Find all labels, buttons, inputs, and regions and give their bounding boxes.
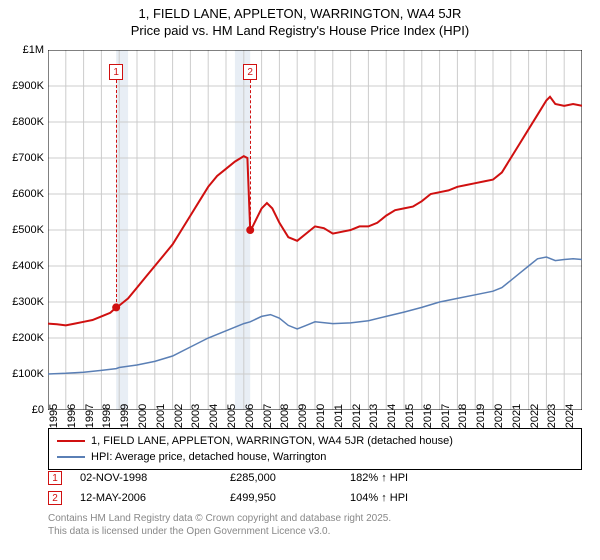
y-tick-label: £800K (4, 116, 44, 128)
x-tick-label: 2006 (244, 404, 256, 428)
x-tick-label: 2008 (279, 404, 291, 428)
transaction-date: 02-NOV-1998 (80, 472, 230, 484)
x-tick-label: 2013 (368, 404, 380, 428)
x-tick-label: 1999 (119, 404, 131, 428)
x-tick-label: 2023 (546, 404, 558, 428)
x-tick-label: 2005 (226, 404, 238, 428)
transaction-pct: 182% ↑ HPI (350, 472, 500, 484)
footer-line2: This data is licensed under the Open Gov… (48, 525, 582, 538)
y-axis-labels: £0£100K£200K£300K£400K£500K£600K£700K£80… (4, 50, 44, 410)
y-tick-label: £200K (4, 332, 44, 344)
legend-swatch (57, 440, 85, 442)
x-tick-label: 1998 (101, 404, 113, 428)
x-tick-label: 2016 (422, 404, 434, 428)
y-tick-label: £700K (4, 152, 44, 164)
x-tick-label: 2018 (457, 404, 469, 428)
chart-container: 1, FIELD LANE, APPLETON, WARRINGTON, WA4… (0, 0, 600, 560)
x-tick-label: 2012 (351, 404, 363, 428)
footer-attribution: Contains HM Land Registry data © Crown c… (48, 512, 582, 538)
y-tick-label: £900K (4, 80, 44, 92)
legend: 1, FIELD LANE, APPLETON, WARRINGTON, WA4… (48, 428, 582, 470)
x-tick-label: 2002 (173, 404, 185, 428)
x-tick-label: 2011 (333, 404, 345, 428)
chart-plot (48, 50, 582, 410)
transaction-marker-line (116, 80, 117, 307)
transaction-badge: 1 (48, 471, 62, 485)
x-tick-label: 1995 (48, 404, 60, 428)
y-tick-label: £0 (4, 404, 44, 416)
x-tick-label: 1997 (84, 404, 96, 428)
transaction-marker-badge: 1 (109, 64, 123, 80)
x-tick-label: 2024 (564, 404, 576, 428)
y-tick-label: £400K (4, 260, 44, 272)
chart-area: £0£100K£200K£300K£400K£500K£600K£700K£80… (48, 50, 582, 410)
y-tick-label: £100K (4, 368, 44, 380)
transaction-marker-badge: 2 (243, 64, 257, 80)
x-tick-label: 2007 (262, 404, 274, 428)
transaction-price: £285,000 (230, 472, 350, 484)
x-tick-label: 2015 (404, 404, 416, 428)
y-tick-label: £1M (4, 44, 44, 56)
legend-row: HPI: Average price, detached house, Warr… (57, 449, 573, 465)
x-tick-label: 2009 (297, 404, 309, 428)
chart-title-address: 1, FIELD LANE, APPLETON, WARRINGTON, WA4… (0, 6, 600, 21)
y-tick-label: £300K (4, 296, 44, 308)
transactions-table: 1 02-NOV-1998£285,000182% ↑ HPI 2 12-MAY-20… (48, 468, 582, 508)
footer-line1: Contains HM Land Registry data © Crown c… (48, 512, 582, 525)
legend-label: HPI: Average price, detached house, Warr… (91, 451, 326, 463)
y-tick-label: £500K (4, 224, 44, 236)
x-tick-label: 2014 (386, 404, 398, 428)
x-tick-label: 2001 (155, 404, 167, 428)
transaction-row: 1 02-NOV-1998£285,000182% ↑ HPI (48, 468, 582, 488)
legend-swatch (57, 456, 85, 458)
x-tick-label: 2000 (137, 404, 149, 428)
x-tick-label: 2019 (475, 404, 487, 428)
chart-titles: 1, FIELD LANE, APPLETON, WARRINGTON, WA4… (0, 0, 600, 38)
chart-title-sub: Price paid vs. HM Land Registry's House … (0, 23, 600, 38)
transaction-price: £499,950 (230, 492, 350, 504)
transaction-date: 12-MAY-2006 (80, 492, 230, 504)
x-tick-label: 1996 (66, 404, 78, 428)
x-tick-label: 2004 (208, 404, 220, 428)
x-tick-label: 2017 (440, 404, 452, 428)
x-tick-label: 2003 (190, 404, 202, 428)
legend-label: 1, FIELD LANE, APPLETON, WARRINGTON, WA4… (91, 435, 453, 447)
x-tick-label: 2022 (529, 404, 541, 428)
transaction-marker-line (250, 80, 251, 230)
x-tick-label: 2010 (315, 404, 327, 428)
transaction-pct: 104% ↑ HPI (350, 492, 500, 504)
y-tick-label: £600K (4, 188, 44, 200)
transaction-row: 2 12-MAY-2006£499,950104% ↑ HPI (48, 488, 582, 508)
x-tick-label: 2020 (493, 404, 505, 428)
legend-row: 1, FIELD LANE, APPLETON, WARRINGTON, WA4… (57, 433, 573, 449)
x-tick-label: 2021 (511, 404, 523, 428)
transaction-badge: 2 (48, 491, 62, 505)
